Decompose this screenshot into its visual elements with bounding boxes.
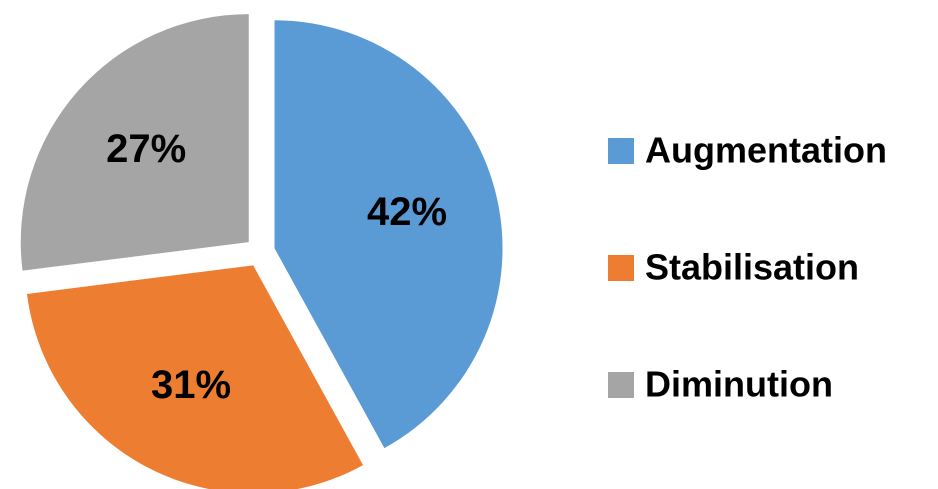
slice-label: 31%	[151, 363, 231, 407]
slice-label: 27%	[106, 127, 186, 171]
pie-slice	[20, 14, 249, 271]
legend-swatch	[608, 255, 634, 281]
pie-slice	[26, 265, 364, 489]
legend-swatch	[608, 372, 634, 398]
pie-slice	[274, 20, 503, 449]
legend-label: Diminution	[645, 364, 833, 405]
slice-label: 42%	[367, 190, 447, 234]
legend-label: Augmentation	[645, 130, 887, 171]
legend-swatch	[608, 138, 634, 164]
legend-label: Stabilisation	[645, 247, 859, 288]
